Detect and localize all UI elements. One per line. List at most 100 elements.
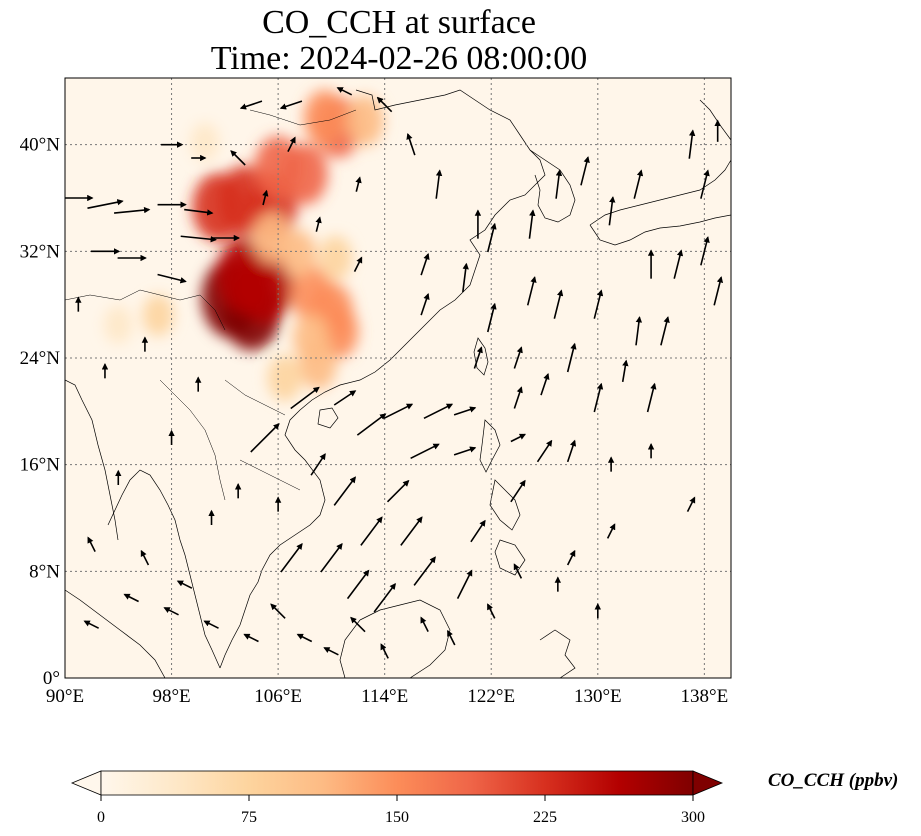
map-title: CO_CCH at surface	[262, 4, 536, 41]
map-background	[65, 78, 731, 678]
wind-arrow	[566, 439, 577, 463]
co-plume-field	[103, 90, 384, 402]
wind-arrow	[140, 549, 150, 566]
wind-arrow	[406, 132, 416, 156]
wind-arrow	[203, 620, 219, 629]
wind-arrow	[456, 569, 473, 600]
wind-arrow	[87, 536, 96, 553]
wind-arrow	[566, 549, 576, 566]
colorbar-extend-high	[692, 770, 724, 796]
plume-blob	[142, 294, 174, 337]
wind-arrow	[290, 386, 320, 410]
wind-arrow	[553, 289, 564, 319]
wind-arrow	[180, 235, 217, 243]
wind-arrow	[410, 443, 440, 460]
wind-arrow	[673, 249, 684, 279]
wind-vectors	[65, 87, 724, 659]
wind-arrow	[346, 569, 370, 600]
wind-arrow	[473, 346, 483, 369]
wind-arrow	[413, 556, 436, 586]
wind-arrow	[566, 342, 577, 373]
wind-arrow	[700, 169, 710, 199]
lon-tick-label: 90°E	[46, 686, 84, 707]
wind-arrow	[513, 346, 523, 369]
wind-arrow	[380, 643, 389, 659]
map-panel: 90°E 98°E 106°E 114°E 122°E 130°E 138°E 0° 8°N 1…	[20, 77, 732, 707]
map-subtitle: Time: 2024-02-26 08:00:00	[210, 40, 588, 77]
wind-arrow	[688, 129, 696, 159]
wind-arrow	[423, 403, 454, 420]
wind-arrow	[593, 382, 604, 413]
wind-arrow	[296, 633, 313, 643]
colorbar-label: CO_CCH (ppbv)	[768, 770, 899, 791]
wind-arrow	[593, 289, 604, 319]
wind-arrow	[310, 453, 326, 476]
lat-tick-label: 32°N	[20, 241, 61, 262]
colorbar-tick-label: 75	[241, 809, 257, 826]
wind-arrow	[333, 390, 357, 406]
wind-arrow	[420, 252, 430, 276]
wind-arrow	[536, 439, 553, 463]
wind-arrow	[510, 479, 526, 503]
wind-arrow	[336, 87, 353, 96]
wind-arrow	[453, 406, 477, 416]
wind-arrow	[555, 169, 563, 199]
wind-arrow	[526, 276, 537, 306]
wind-arrow	[353, 256, 363, 273]
wind-arrow	[287, 136, 296, 153]
plume-blob	[345, 95, 384, 147]
wind-arrow	[279, 100, 303, 110]
wind-arrow	[660, 316, 670, 346]
plume-blob	[318, 235, 353, 281]
wind-arrow	[383, 403, 414, 420]
lat-tick-label: 40°N	[20, 135, 61, 156]
wind-arrow	[123, 593, 139, 603]
wind-arrow	[230, 150, 246, 166]
wind-arrow	[462, 262, 469, 293]
plume-blob	[299, 339, 337, 390]
wind-arrow	[513, 563, 523, 579]
wind-arrow	[184, 208, 214, 216]
wind-arrow	[386, 479, 410, 503]
plume-blob	[281, 143, 328, 205]
wind-arrow	[513, 386, 523, 409]
wind-arrow	[486, 302, 497, 333]
wind-arrow	[540, 372, 550, 396]
wind-arrow	[470, 519, 486, 543]
lon-tick-label: 122°E	[467, 686, 515, 707]
wind-arrow	[157, 273, 187, 284]
lon-tick-label: 130°E	[574, 686, 622, 707]
wind-arrow	[686, 496, 696, 513]
wind-arrow	[713, 276, 724, 306]
wind-arrow	[420, 616, 429, 633]
wind-arrow	[606, 523, 616, 539]
wind-arrow	[633, 169, 644, 199]
wind-arrow	[453, 446, 477, 456]
wind-arrow	[646, 382, 657, 413]
wind-arrow	[333, 476, 356, 506]
lon-tick-label: 106°E	[254, 686, 302, 707]
wind-arrow	[315, 216, 322, 232]
wind-arrow	[420, 292, 430, 316]
colorbar-body	[100, 770, 694, 796]
lon-tick-label: 114°E	[361, 686, 408, 707]
coastlines	[65, 89, 731, 678]
lat-tick-label: 16°N	[20, 455, 61, 476]
lat-tick-label: 24°N	[20, 348, 61, 369]
plume-blob	[190, 122, 220, 162]
wind-arrow	[243, 633, 259, 643]
wind-arrow	[323, 647, 339, 656]
wind-arrow	[400, 516, 423, 546]
lat-tick-label: 8°N	[29, 561, 60, 582]
lat-tick-labels: 0° 8°N 16°N 24°N 32°N 40°N	[20, 135, 61, 689]
wind-arrow	[239, 100, 263, 110]
wind-arrow	[528, 209, 536, 239]
map-frame	[64, 77, 732, 679]
lon-tick-labels: 90°E 98°E 106°E 114°E 122°E 130°E 138°E	[46, 686, 728, 707]
lon-tick-label: 98°E	[152, 686, 190, 707]
colorbar-tick-label: 300	[681, 809, 705, 826]
wind-arrow	[350, 616, 366, 633]
wind-arrow	[621, 359, 629, 382]
wind-arrow	[356, 413, 387, 436]
